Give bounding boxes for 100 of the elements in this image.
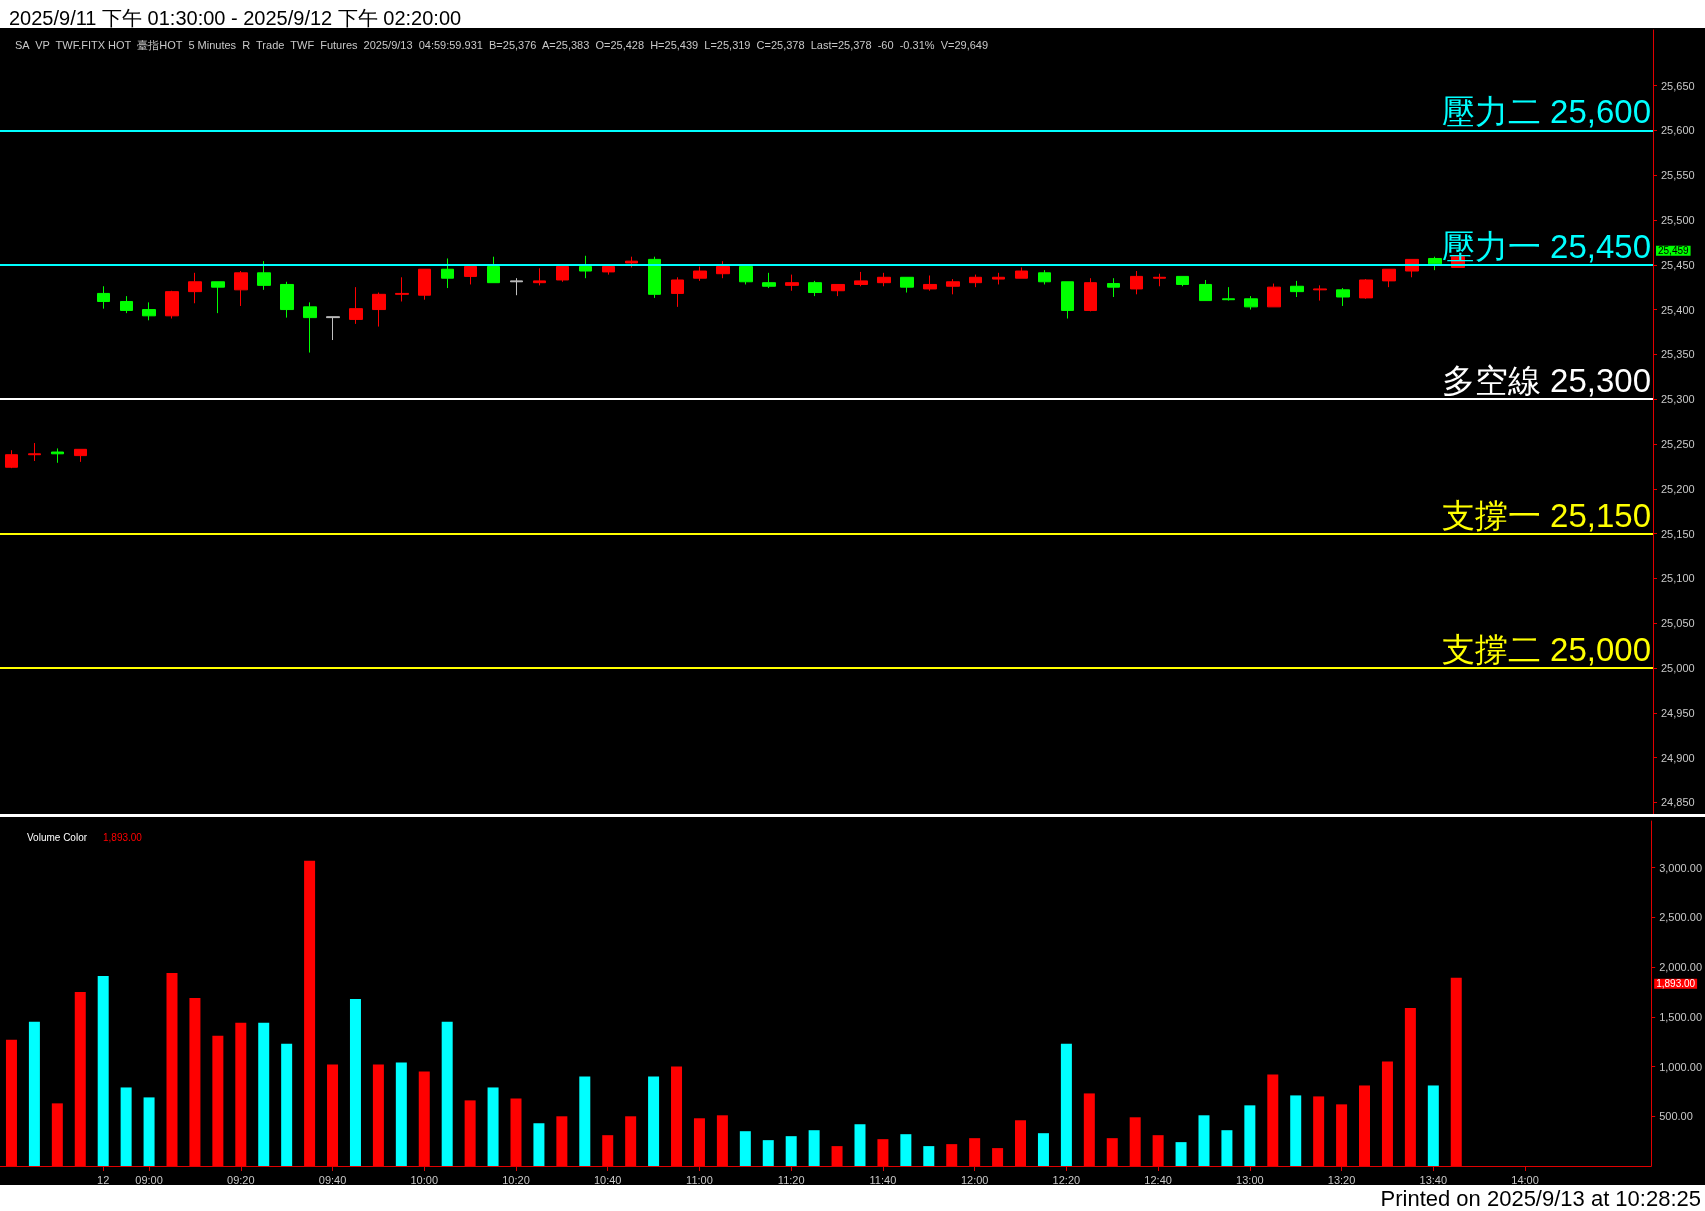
text: 1,893.00 [1656,978,1696,990]
x-tick-label: 12:00 [960,1173,989,1186]
y-tick-label: 25,400 [1661,303,1695,316]
bar [1336,1104,1348,1166]
candlestick [602,266,615,276]
bar [5,1039,17,1166]
candlestick [693,266,707,282]
bar [1106,1138,1118,1166]
candlestick [969,274,982,288]
bar [969,1138,981,1166]
bar [556,1116,568,1166]
bar [1037,1133,1049,1166]
bar [327,1064,339,1166]
text: Volume Color [27,831,88,843]
bar [1175,1142,1187,1166]
bar [74,992,86,1166]
text: Printed on 2025/9/13 at 10:28:25 [1380,1185,1701,1211]
candlestick [120,295,133,314]
bar [372,1064,384,1166]
candlestick [785,274,799,292]
bar [441,1021,453,1166]
candlestick [671,276,684,308]
x-tick-label: 11:00 [686,1173,713,1186]
x-tick-label: 09:20 [227,1173,255,1186]
bar [900,1134,912,1166]
candlestick [349,286,363,325]
bar [120,1087,132,1166]
bar [877,1139,889,1166]
x-tick-label: 11:20 [777,1173,805,1186]
candlestick [165,290,179,320]
bar [510,1098,522,1166]
x-tick-label: 12:20 [1052,1173,1081,1186]
candlestick [510,277,523,296]
bar [625,1116,637,1166]
bar [739,1131,751,1166]
x-tick-label: 09:40 [318,1173,347,1186]
bar [762,1140,774,1166]
candlestick [1176,275,1189,287]
bar [1290,1095,1302,1166]
candlestick [946,278,960,295]
ref-line-label: 多空線 25,300 [1441,362,1651,400]
x-tick-label: 12 [97,1173,110,1186]
candlestick [211,281,225,314]
bar [1129,1117,1141,1166]
candlestick [395,276,409,302]
candlestick [900,276,914,294]
candlestick [854,271,868,287]
candlestick [533,267,546,286]
candlestick [1153,273,1166,287]
y-tick-label: 25,050 [1661,617,1695,630]
x-tick-label: 13:20 [1327,1173,1356,1186]
y-tick-label: 25,200 [1661,482,1695,495]
text: 25,459 [1658,245,1690,257]
bar [304,860,316,1166]
bar [1359,1085,1371,1166]
candlestick [556,266,569,283]
bar [349,998,361,1166]
text: 1,893.00 [103,831,143,843]
candlestick [97,285,110,310]
candlestick [1313,284,1327,302]
chart-title: 2025/9/11 下午 01:30:00 - 2025/9/12 下午 02:20:00 [9,7,462,29]
bar [602,1135,614,1166]
candlestick [648,256,661,299]
y-tick-label: 2,500.00 [1659,911,1703,924]
candlestick [51,447,64,464]
candlestick [625,256,638,268]
bar [1450,977,1462,1166]
candlestick [1130,270,1143,295]
ref-line-label: 壓力一 25,450 [1441,227,1651,265]
y-tick-label: 25,450 [1661,258,1695,271]
bar [51,1103,63,1166]
candlestick [326,316,340,341]
bar [1015,1120,1027,1166]
y-tick-label: 1,500.00 [1659,1010,1703,1023]
bar [671,1066,683,1166]
x-tick-label: 11:40 [869,1173,897,1186]
bar [28,1021,40,1166]
x-tick-label: 13:00 [1236,1173,1264,1186]
bar [946,1144,958,1166]
y-tick-label: 25,100 [1661,572,1695,585]
text: SA VP TWF.FITX HOT 臺指HOT 5 Minutes R Trade TWF Futures 2025/9/13 04:59:59.931 B=25,376 A=25,383 O=25,428 H=25,439 L=25,319 C=25,378 Last=25,378 -60 -0.31% V=29,649 [15,38,989,51]
bar [395,1062,407,1166]
candlestick [739,266,753,285]
bar [716,1115,728,1166]
candlestick [923,275,937,292]
y-tick-label: 500.00 [1659,1110,1693,1123]
candlestick [464,266,477,285]
candlestick [1061,281,1074,320]
x-tick-label: 10:00 [410,1173,439,1186]
candlestick [1084,277,1097,312]
candlestick [1222,286,1235,302]
bar [923,1146,935,1166]
y-tick-label: 25,300 [1661,393,1695,406]
candlestick [877,272,891,287]
bar [831,1146,843,1166]
x-tick-label: 10:20 [502,1173,530,1186]
candlestick [762,272,776,289]
candlestick [992,272,1005,285]
candlestick [716,260,730,279]
bar [1427,1085,1439,1166]
